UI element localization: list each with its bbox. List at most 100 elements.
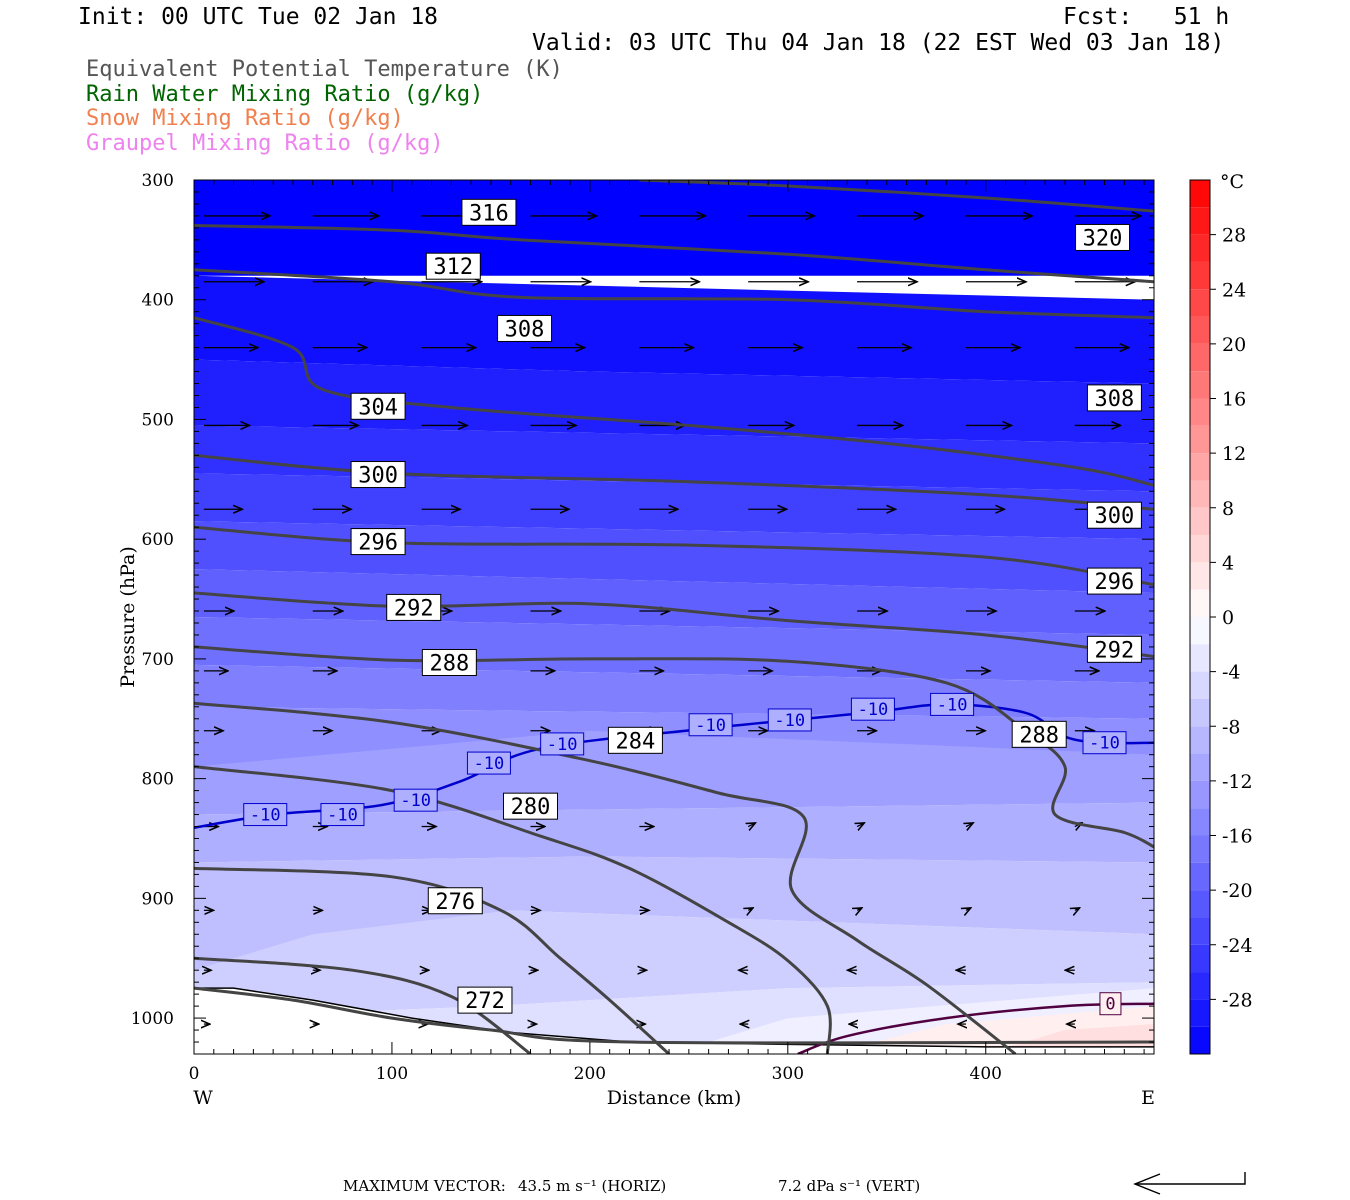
colorbar-label: -12 xyxy=(1222,771,1253,793)
theta-e-contour xyxy=(194,956,532,1054)
theta-e-label: 288 xyxy=(1019,723,1059,748)
theta-e-label-box xyxy=(425,252,481,280)
colorbar-swatch xyxy=(1190,480,1210,508)
theta-e-label-box xyxy=(350,461,406,489)
east-label: E xyxy=(1141,1087,1155,1109)
colorbar-label: -24 xyxy=(1222,935,1253,957)
colorbar-swatch xyxy=(1190,917,1210,945)
colorbar-label: 16 xyxy=(1222,389,1246,411)
theta-e-label-box xyxy=(350,392,406,420)
x-tick-label: 200 xyxy=(574,1064,606,1084)
temp-contour-label: -10 xyxy=(327,806,358,826)
theta-e-label: 276 xyxy=(435,890,475,915)
wind-arrow xyxy=(966,823,973,827)
theta-e-contour xyxy=(194,591,1154,658)
contour-labels: -10 -10 -10 -10 -10 -10 -10 -10 -10 -10 0 320 316 312… xyxy=(243,198,1142,1016)
temp-contour-label-box xyxy=(767,708,812,732)
y-tick-label: 300 xyxy=(142,171,174,191)
colorbar-label: 12 xyxy=(1222,443,1246,465)
temp-contour-label: -10 xyxy=(1089,734,1120,754)
colorbar-label: -28 xyxy=(1222,989,1253,1011)
y-tick-label: 900 xyxy=(142,889,174,909)
colorbar-swatch xyxy=(1190,371,1210,399)
temp-band xyxy=(194,664,1154,719)
theta-e-label-box xyxy=(457,986,513,1014)
theta-e-contour xyxy=(194,223,1154,284)
temp-contour-label: -10 xyxy=(400,791,431,811)
temperature-contour xyxy=(797,1002,1154,1054)
temp-contour-label: 0 xyxy=(1105,995,1115,1015)
colorbar-label: -4 xyxy=(1222,662,1241,684)
theta-e-contour xyxy=(194,986,1154,1045)
wind-arrow xyxy=(748,908,753,910)
wind-arrow xyxy=(748,823,755,827)
theta-e-label: 300 xyxy=(358,464,398,489)
temp-contour-label-box xyxy=(1082,731,1127,755)
colorbar-label: 0 xyxy=(1222,607,1234,629)
temp-contour-label-box xyxy=(466,751,511,775)
colorbar-label: 20 xyxy=(1222,334,1246,356)
west-label: W xyxy=(193,1087,213,1109)
theta-e-label: 288 xyxy=(429,651,469,676)
wind-arrow xyxy=(966,908,971,910)
temp-contour-label-box xyxy=(540,732,585,756)
temp-contour-label-box xyxy=(850,697,895,721)
legend-theta-e: Equivalent Potential Temperature (K) xyxy=(86,57,563,82)
colorbar-swatch xyxy=(1190,644,1210,672)
theta-e-label: 280 xyxy=(511,795,551,820)
colorbar-swatch xyxy=(1190,1026,1210,1054)
colorbar-swatch xyxy=(1190,180,1210,208)
theta-e-contour xyxy=(194,701,1017,1054)
theta-e-label: 272 xyxy=(465,989,505,1014)
colorbar-swatch xyxy=(1190,425,1210,454)
colorbar-swatch xyxy=(1190,261,1210,290)
x-tick-label: 400 xyxy=(970,1064,1002,1084)
colorbar-swatch xyxy=(1190,343,1210,372)
theta-e-label-box xyxy=(1086,501,1142,529)
theta-e-contour xyxy=(194,765,832,1054)
footer-max-vector: MAXIMUM VECTOR: xyxy=(343,1177,506,1195)
theta-e-label-box xyxy=(1086,635,1142,663)
temp-band xyxy=(194,521,1154,594)
temp-contour-label-box xyxy=(930,692,975,716)
theta-e-contour xyxy=(194,866,671,1054)
colorbar-swatch xyxy=(1190,862,1210,891)
y-axis-title: Pressure (hPa) xyxy=(117,546,139,688)
y-tick-label: 500 xyxy=(142,410,174,430)
colorbar-label: 8 xyxy=(1222,498,1234,520)
colorbar-label: 28 xyxy=(1222,225,1246,247)
theta-e-label: 316 xyxy=(469,201,509,226)
colorbar-swatch xyxy=(1190,289,1210,317)
y-tick-label: 400 xyxy=(142,291,174,311)
theta-e-label-box xyxy=(427,887,483,915)
footer-horiz: 43.5 m s⁻¹ (HORIZ) xyxy=(518,1177,667,1195)
theta-e-label: 308 xyxy=(1095,387,1135,412)
theta-e-contour xyxy=(194,645,1154,849)
colorbar-swatch xyxy=(1190,617,1210,645)
colorbar-swatch xyxy=(1190,207,1210,235)
wind-arrow xyxy=(857,908,862,910)
theta-e-label: 308 xyxy=(505,317,545,342)
theta-e-label: 284 xyxy=(616,729,656,754)
theta-e-label-box xyxy=(1075,223,1131,251)
colorbar-unit: °C xyxy=(1220,171,1244,193)
theta-e-contour xyxy=(194,268,1154,320)
init-time: Init: 00 UTC Tue 02 Jan 18 xyxy=(78,4,439,30)
theta-e-contour xyxy=(194,316,1154,487)
y-tick-label: 1000 xyxy=(131,1009,174,1029)
legend-snow: Snow Mixing Ratio (g/kg) xyxy=(86,106,404,131)
theta-e-contour xyxy=(194,453,1154,511)
colorbar-label: -8 xyxy=(1222,716,1241,738)
axes: 300 400 500 600 700 800 900 1000 0 100 200 300 400 Di… xyxy=(117,171,1155,1109)
colorbar-swatch xyxy=(1190,835,1210,863)
temp-band xyxy=(194,359,1154,444)
wind-vectors xyxy=(204,216,1141,1024)
theta-e-contour xyxy=(194,525,1154,587)
x-tick-label: 0 xyxy=(189,1064,200,1084)
temp-band xyxy=(194,802,1154,863)
colorbar-swatch xyxy=(1190,589,1210,617)
theta-e-label-box xyxy=(1011,720,1067,748)
colorbar-label: -20 xyxy=(1222,880,1253,902)
theta-e-label-box xyxy=(607,726,663,754)
